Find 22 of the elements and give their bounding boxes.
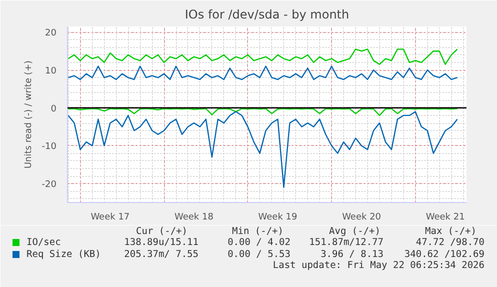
text: 138.89u/15.11 0.00 / 4.02 151.87m/12.77 47.72 /98.70 (124, 237, 485, 248)
line-series (68, 108, 458, 116)
line-series (68, 48, 458, 65)
chart-title: IOs for /dev/sda - by month (184, 8, 350, 22)
y-tick-label: -20 (42, 180, 57, 190)
legend-label: IO/sec (26, 237, 61, 248)
text: 205.37m/ 7.55 0.00 / 5.53 3.96 / 8.13 340.62 /102.69 (124, 249, 485, 260)
line-series (68, 111, 458, 188)
x-tick-label: Week 19 (258, 212, 298, 222)
line-series (68, 66, 458, 80)
x-tick-label: Week 21 (426, 212, 465, 222)
x-tick-label: Week 20 (342, 212, 382, 222)
y-tick-label: 0 (50, 104, 57, 114)
x-tick-label: Week 18 (174, 212, 214, 222)
x-tick-label: Week 17 (90, 212, 130, 222)
text: Last update: Fri May 22 06:25:34 2026 (272, 260, 485, 271)
y-tick-label: 20 (45, 28, 57, 39)
legend-label: Req Size (KB) (26, 249, 101, 260)
y-axis-title: Units read (-) / write (+) (24, 60, 34, 169)
y-tick-label: 10 (45, 66, 57, 77)
text: Cur (-/+) Min (-/+) Avg (-/+) Max (-/+) (136, 226, 477, 237)
y-tick-label: -10 (42, 142, 57, 152)
